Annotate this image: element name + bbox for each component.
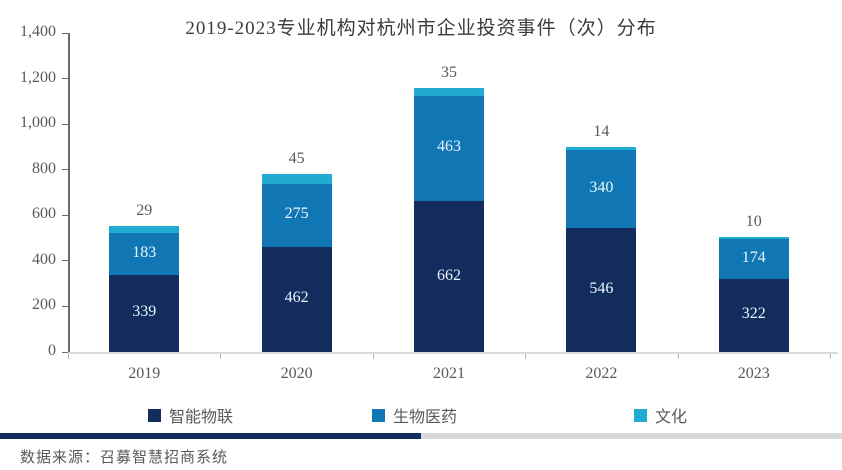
legend-swatch (148, 408, 161, 422)
bar-value-label: 546 (589, 279, 614, 297)
chart-title: 2019-2023专业机构对杭州市企业投资事件（次）分布 (185, 18, 657, 39)
bar-segment (109, 226, 180, 234)
bar-value-label: 463 (437, 138, 461, 156)
bar-value-label: 275 (284, 205, 309, 223)
y-axis-tick-label: 400 (32, 250, 56, 268)
y-axis-tick (62, 260, 68, 262)
x-axis-tick (525, 354, 527, 359)
bar-segment (414, 95, 484, 202)
x-axis-line (68, 352, 838, 354)
bar-segment (718, 278, 789, 352)
bar-value-label: 662 (437, 266, 461, 284)
bar-segment (109, 233, 180, 275)
bar-segment (718, 236, 789, 239)
y-axis-tick-label: 600 (32, 205, 56, 223)
x-axis-tick-label: 2022 (585, 365, 618, 382)
bar-segment (566, 227, 637, 352)
x-axis-tick (372, 354, 374, 359)
bar-top-label: 14 (593, 122, 610, 140)
bar-segment (109, 274, 180, 352)
bar-value-label: 174 (741, 248, 766, 266)
legend-label: 生物医药 (393, 409, 458, 426)
bar-segment (261, 246, 332, 352)
bar-value-label: 183 (132, 243, 157, 261)
x-axis-tick-label: 2023 (737, 365, 770, 382)
y-axis-line (68, 33, 70, 352)
y-axis-tick-label: 0 (48, 342, 56, 359)
y-axis-tick (62, 123, 68, 125)
x-axis-tick-label: 2021 (433, 365, 465, 382)
bar-value-label: 339 (132, 303, 157, 321)
y-axis-tick (62, 214, 68, 216)
x-axis-tick (677, 354, 679, 359)
chart-legend: 智能物联 生物医药 文化 (0, 403, 842, 427)
legend-label: 文化 (655, 409, 688, 426)
legend-item: 文化 (634, 403, 687, 427)
y-axis-tick-label: 800 (32, 159, 56, 177)
y-axis-tick (62, 169, 68, 171)
bar-top-label: 45 (288, 149, 305, 167)
y-axis-tick (62, 78, 68, 80)
legend-label: 智能物联 (169, 409, 234, 426)
y-axis-tick-label: 1,400 (20, 23, 56, 40)
bar-segment (414, 87, 484, 96)
x-axis-tick-label: 2019 (128, 365, 161, 382)
bar-top-label: 35 (441, 63, 457, 81)
y-axis-tick-label: 200 (32, 296, 56, 314)
legend-item: 智能物联 (148, 403, 233, 427)
plot-area: 0 200 400 600 800 1,000 1,200 1,400 339 183 29 2019… (20, 23, 838, 382)
data-source-label: 数据来源：召募智慧招商系统 (20, 450, 229, 466)
x-axis-tick (68, 354, 69, 359)
y-axis-tick (62, 351, 68, 353)
legend-item: 生物医药 (372, 403, 457, 427)
x-axis-tick (830, 354, 831, 359)
x-axis-tick (220, 354, 222, 359)
y-axis-tick (62, 305, 68, 307)
footer-divider (0, 433, 842, 439)
y-axis-tick (62, 32, 68, 34)
bar-value-label: 340 (589, 178, 614, 196)
bar-segment (566, 146, 637, 151)
divider-accent (0, 433, 421, 439)
bar-segment (566, 150, 637, 228)
x-axis-tick-label: 2020 (280, 365, 313, 382)
bar-top-label: 29 (136, 202, 153, 220)
legend-swatch (372, 408, 385, 422)
bar-segment (718, 238, 789, 279)
bar-segment (414, 201, 484, 352)
bar-top-label: 10 (745, 212, 762, 230)
bar-segment (261, 184, 332, 247)
y-axis-tick-label: 1,000 (20, 114, 56, 132)
bar-value-label: 462 (284, 289, 309, 307)
bar-value-label: 322 (741, 305, 766, 323)
y-axis-tick-label: 1,200 (20, 68, 56, 86)
bar-segment (261, 173, 332, 185)
legend-swatch (634, 408, 647, 422)
